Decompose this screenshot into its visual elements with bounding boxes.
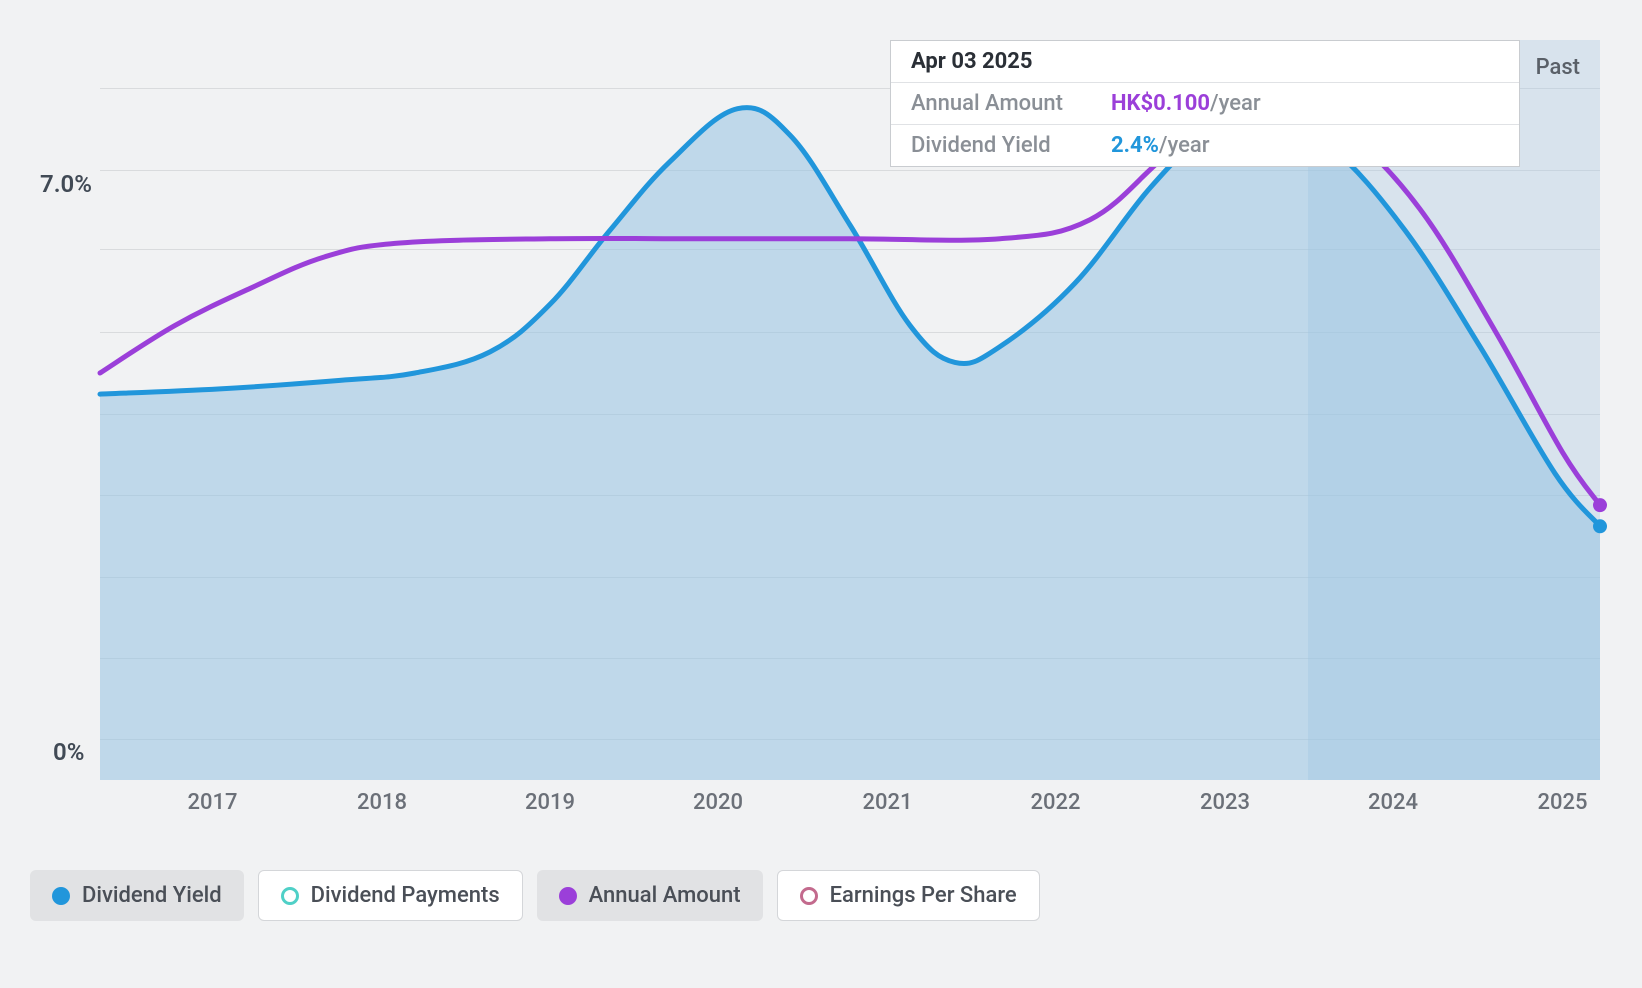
tooltip-row-value: 2.4% — [1111, 133, 1159, 158]
legend-item-dividend-payments[interactable]: Dividend Payments — [258, 870, 523, 921]
legend-item-annual-amount[interactable]: Annual Amount — [537, 870, 763, 921]
x-axis-label: 2020 — [693, 790, 743, 815]
tooltip-row-unit: /year — [1210, 91, 1261, 116]
legend-item-label: Earnings Per Share — [830, 883, 1017, 908]
legend: Dividend Yield Dividend Payments Annual Am… — [30, 870, 1040, 921]
x-axis-label: 2022 — [1030, 790, 1080, 815]
x-axis-labels: 2017 2018 2019 2020 2021 2022 2023 2024 2025 — [100, 790, 1600, 830]
x-axis-label: 2023 — [1200, 790, 1250, 815]
chart-container: 7.0% 0% Past 201720182019202020212022202… — [0, 0, 1642, 988]
y-axis-bottom-label: 0% — [53, 738, 84, 766]
tooltip-row: Annual AmountHK$0.100/year — [891, 83, 1519, 125]
tooltip-row: Dividend Yield2.4%/year — [891, 125, 1519, 166]
dividend-yield-marker-icon — [52, 887, 70, 905]
dividend-payments-marker-icon — [281, 887, 299, 905]
x-axis-label: 2021 — [862, 790, 912, 815]
annual-amount-marker-icon — [559, 887, 577, 905]
legend-item-label: Dividend Payments — [311, 883, 500, 908]
tooltip-row-value: HK$0.100 — [1111, 91, 1210, 116]
x-axis-label: 2025 — [1537, 790, 1587, 815]
legend-item-label: Dividend Yield — [82, 883, 222, 908]
legend-item-eps[interactable]: Earnings Per Share — [777, 870, 1040, 921]
tooltip-row-unit: /year — [1159, 133, 1210, 158]
eps-marker-icon — [800, 887, 818, 905]
x-axis-label: 2019 — [525, 790, 575, 815]
tooltip-row-label: Annual Amount — [911, 91, 1111, 116]
legend-item-label: Annual Amount — [589, 883, 741, 908]
tooltip: Apr 03 2025 Annual AmountHK$0.100/yearDi… — [890, 40, 1520, 167]
legend-item-dividend-yield[interactable]: Dividend Yield — [30, 870, 244, 921]
x-axis-label: 2018 — [357, 790, 407, 815]
x-axis-label: 2017 — [187, 790, 237, 815]
y-axis-top-label: 7.0% — [40, 170, 92, 198]
tooltip-row-label: Dividend Yield — [911, 133, 1111, 158]
x-axis-label: 2024 — [1368, 790, 1418, 815]
tooltip-date: Apr 03 2025 — [911, 49, 1033, 74]
